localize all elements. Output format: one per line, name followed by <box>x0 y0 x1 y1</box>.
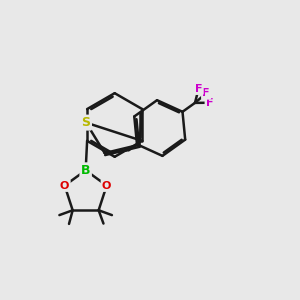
Text: B: B <box>81 164 90 177</box>
Text: S: S <box>82 116 91 129</box>
Text: F: F <box>195 84 202 94</box>
Text: F: F <box>206 98 213 108</box>
Text: O: O <box>102 181 111 190</box>
Text: F: F <box>202 88 210 98</box>
Text: O: O <box>60 181 69 190</box>
